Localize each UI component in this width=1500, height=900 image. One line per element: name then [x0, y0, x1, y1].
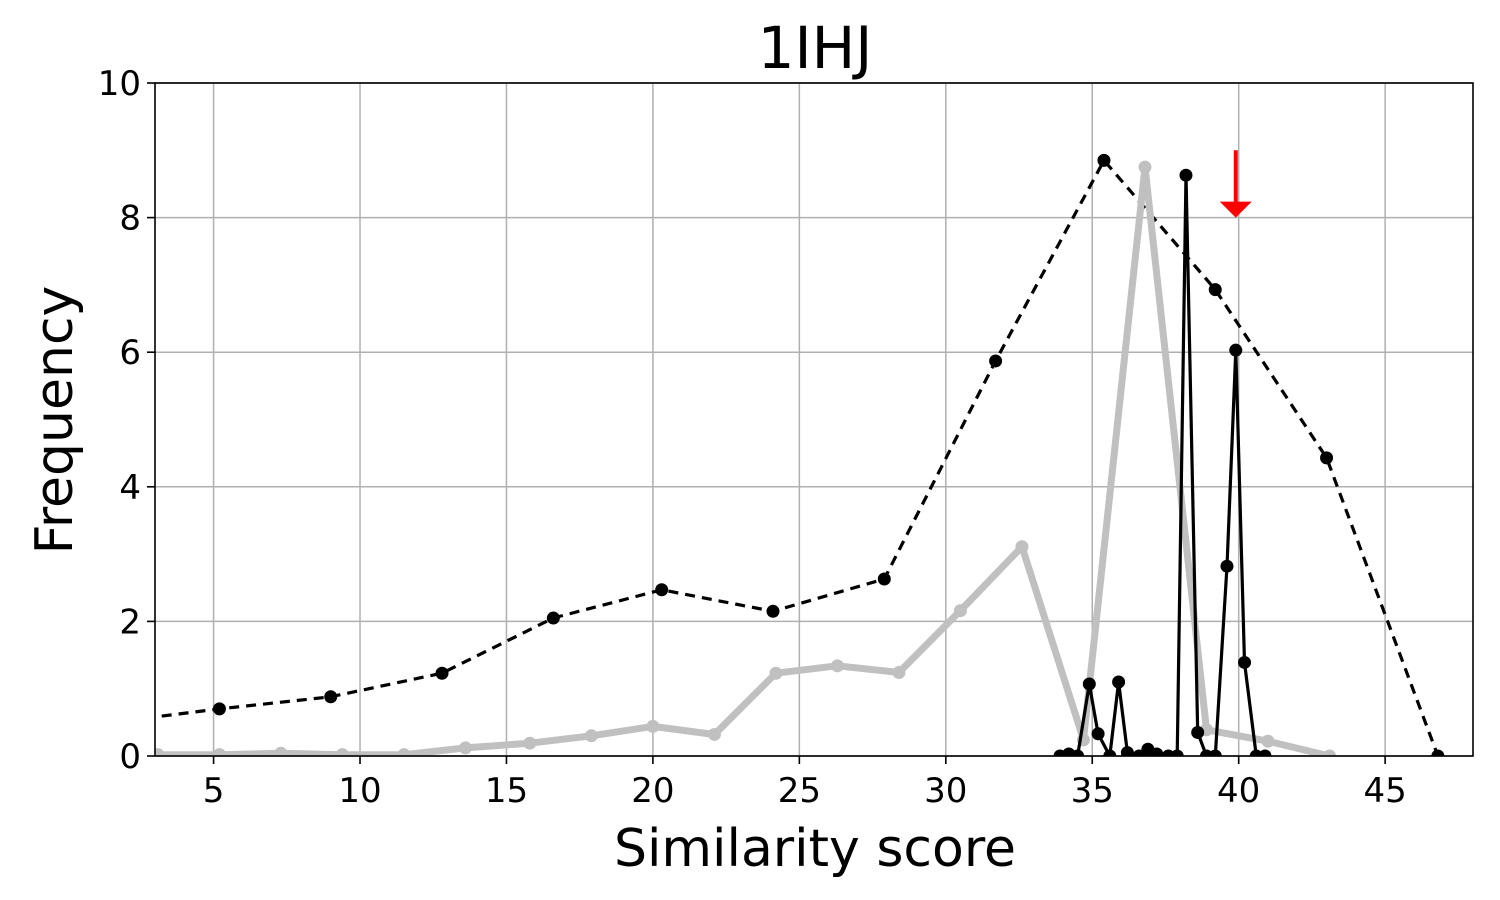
- data-point: [1320, 451, 1334, 465]
- data-point: [1120, 746, 1134, 756]
- annotation-layer: [1219, 150, 1252, 218]
- x-tick-label: 5: [203, 771, 225, 811]
- x-tick-label: 25: [778, 771, 821, 811]
- data-point: [1091, 727, 1105, 741]
- data-point: [1322, 749, 1336, 756]
- data-point: [1112, 675, 1126, 689]
- arrow-head: [1219, 201, 1252, 218]
- data-point: [1103, 749, 1117, 756]
- data-point: [1261, 734, 1275, 748]
- data-point: [584, 729, 598, 743]
- data-point: [1082, 677, 1096, 691]
- data-point: [523, 736, 537, 750]
- data-point: [655, 583, 669, 597]
- data-point: [1258, 749, 1272, 756]
- data-point: [707, 727, 721, 741]
- y-tick-label: 8: [119, 199, 141, 239]
- series-2: [155, 160, 1336, 756]
- y-tick-label: 0: [119, 737, 141, 777]
- data-point: [1191, 725, 1205, 739]
- data-point: [458, 741, 472, 755]
- data-point: [646, 719, 660, 733]
- data-point: [769, 666, 783, 680]
- data-point: [435, 666, 449, 680]
- tick-layer: 5 10 15 20 25 30 35 40 45 0 2 4 6 8 10: [98, 64, 1407, 811]
- x-tick-label: 35: [1071, 771, 1114, 811]
- data-point: [1208, 749, 1222, 756]
- grid-lines: [155, 82, 1473, 757]
- data-point: [877, 572, 891, 586]
- series-line: [157, 163, 1331, 756]
- x-tick-label: 40: [1217, 771, 1260, 811]
- x-tick-label: 20: [631, 771, 674, 811]
- series-layer: [105, 153, 1445, 756]
- data-point: [212, 702, 226, 716]
- data-point: [1179, 168, 1193, 182]
- data-point: [989, 354, 1003, 368]
- data-point: [274, 746, 288, 756]
- data-point: [1220, 559, 1234, 573]
- data-point: [1150, 747, 1164, 756]
- data-point: [1071, 749, 1085, 756]
- data-point: [1229, 343, 1243, 357]
- data-point: [546, 611, 560, 625]
- series-1: [105, 153, 1445, 756]
- y-tick-label: 4: [119, 468, 141, 508]
- data-point: [324, 690, 338, 704]
- data-point: [1015, 540, 1029, 554]
- data-point: [1238, 655, 1252, 669]
- data-point: [953, 604, 967, 618]
- data-point: [892, 666, 906, 680]
- data-point: [335, 748, 349, 756]
- x-axis-label: Similarity score: [614, 819, 1016, 879]
- data-point: [1097, 153, 1111, 167]
- series-3: [1053, 168, 1272, 756]
- data-point: [155, 748, 165, 756]
- x-tick-label: 10: [338, 771, 381, 811]
- data-point: [397, 748, 411, 756]
- data-point: [830, 659, 844, 673]
- data-point: [1208, 283, 1222, 297]
- x-tick-label: 30: [924, 771, 967, 811]
- data-point: [766, 604, 780, 618]
- y-tick-label: 2: [119, 602, 141, 642]
- y-tick-label: 10: [98, 64, 141, 104]
- data-point: [212, 748, 226, 756]
- data-point: [1431, 749, 1445, 756]
- x-tick-label: 15: [485, 771, 528, 811]
- y-axis-label: Frequency: [25, 286, 85, 555]
- chart-title: 1IHJ: [758, 14, 873, 82]
- plot-area-frame: [154, 82, 1474, 757]
- y-tick-label: 6: [119, 333, 141, 373]
- x-tick-label: 45: [1364, 771, 1407, 811]
- data-point: [1138, 160, 1152, 174]
- data-point: [1170, 749, 1184, 756]
- data-point: [105, 716, 118, 729]
